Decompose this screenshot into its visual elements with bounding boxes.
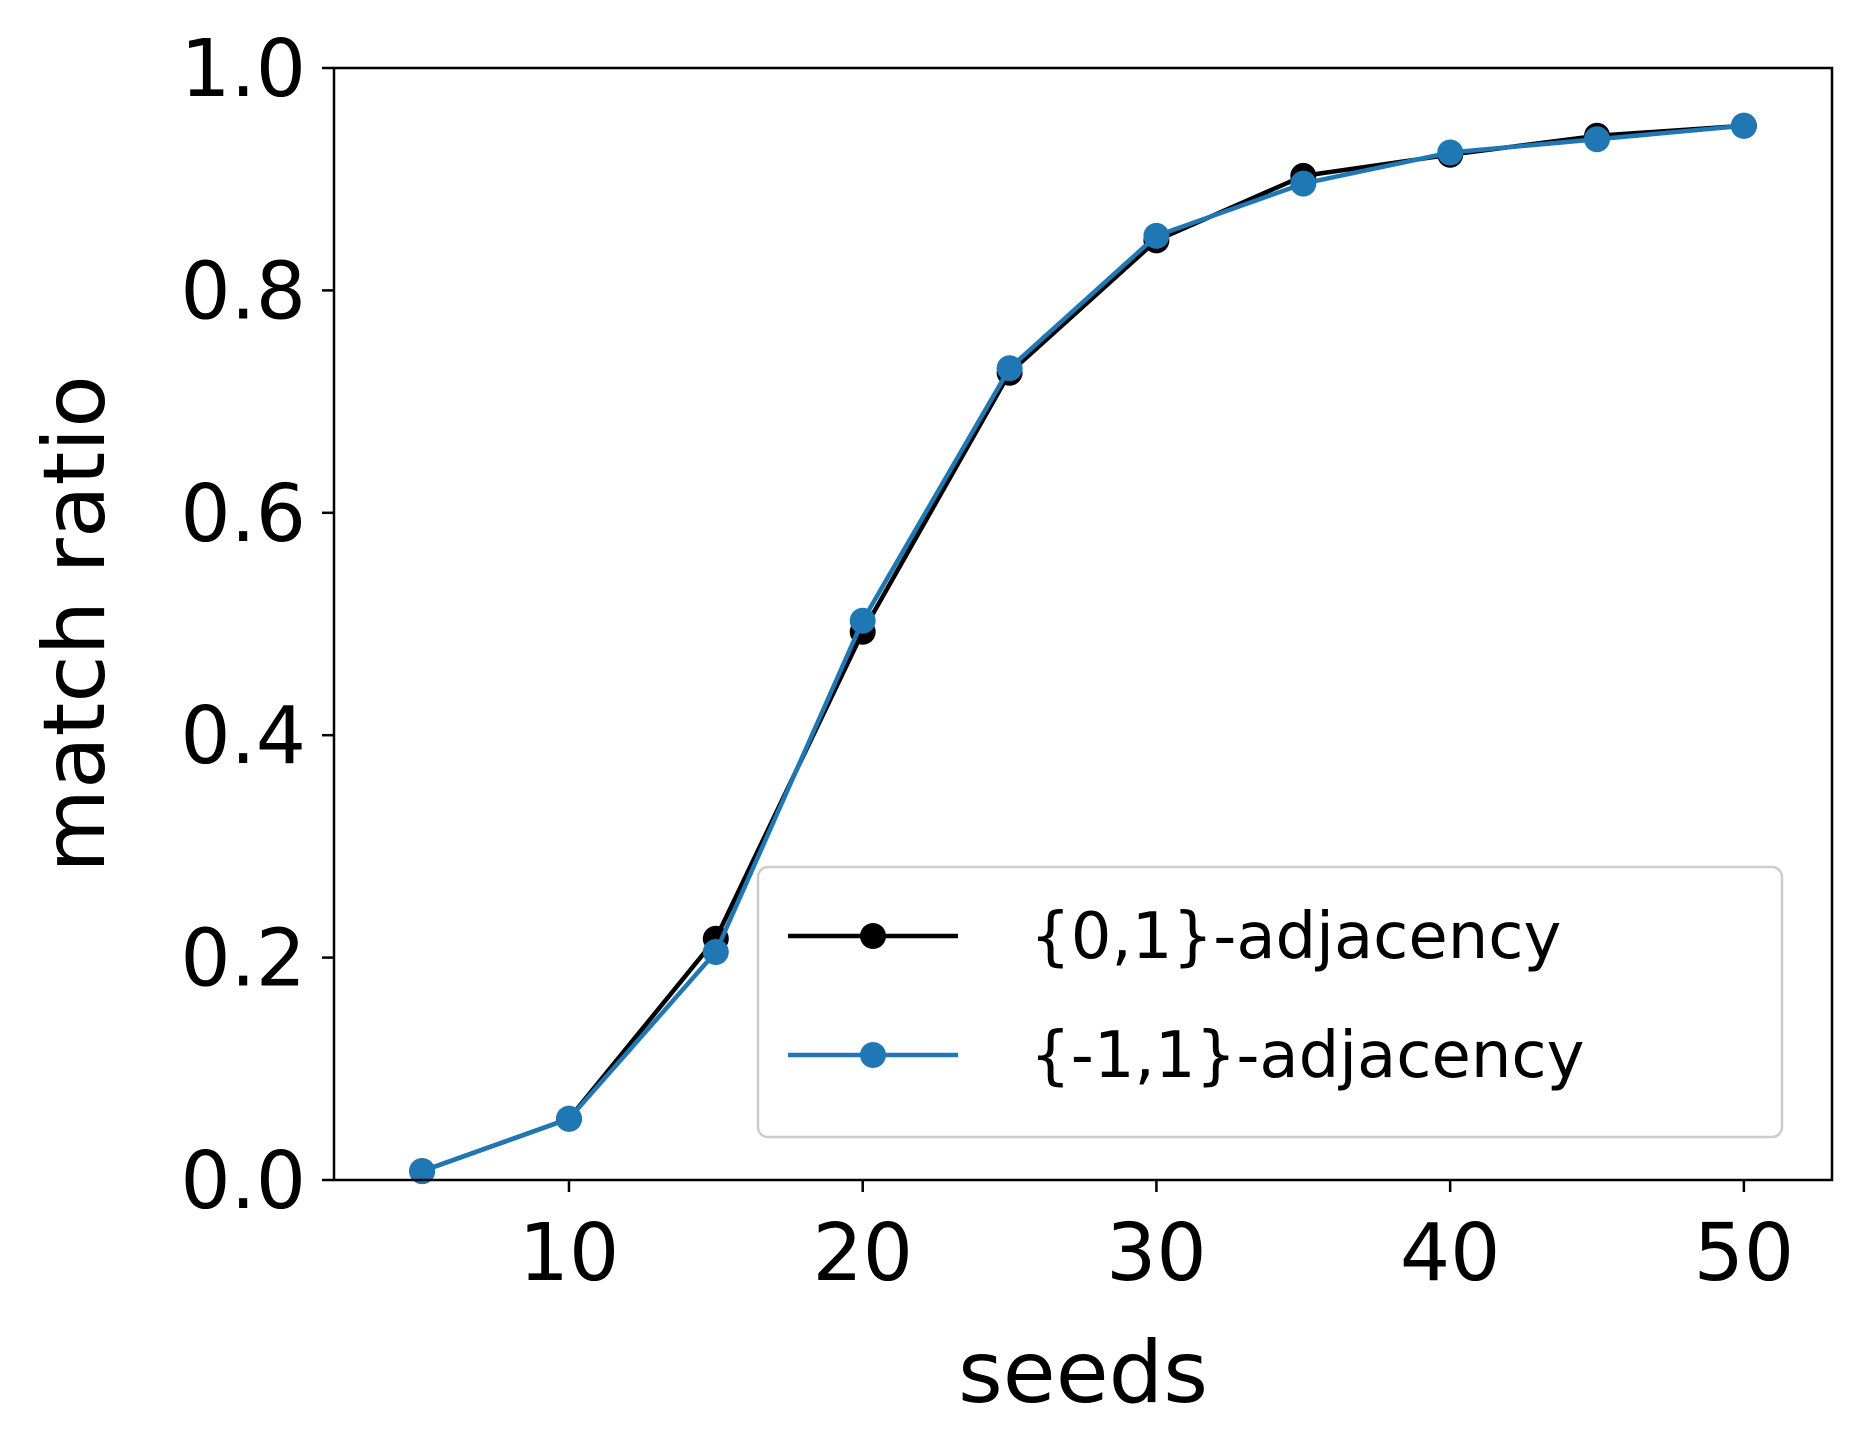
data-point-1-8 [1584, 126, 1610, 153]
data-point-1-7 [1437, 139, 1464, 166]
data-point-1-1 [556, 1105, 582, 1132]
legend-label-1: {-1,1}-adjacency [1030, 1019, 1584, 1093]
axes-layer: 10 20 30 40 50 0.0 0.2 0.4 0.6 0.8 1.0 [180, 23, 1834, 1299]
data-point-1-2 [702, 939, 729, 965]
data-point-1-4 [996, 355, 1023, 382]
y-tick-label-2: 0.4 [180, 690, 306, 782]
data-point-1-6 [1290, 170, 1317, 197]
y-tick-label-1: 0.2 [180, 913, 306, 1005]
legend-marker-1 [860, 1042, 886, 1068]
legend: {0,1}-adjacency {-1,1}-adjacency [756, 865, 1784, 1139]
x-axis-title: seeds [958, 1323, 1208, 1423]
y-tick-label-3: 0.6 [180, 468, 306, 560]
data-point-1-0 [409, 1158, 436, 1185]
series-line-1 [421, 123, 1745, 1174]
legend-marker-0 [860, 923, 886, 949]
legend-label-0: {0,1}-adjacency [1030, 900, 1561, 974]
x-tick-label-2: 30 [1106, 1207, 1207, 1299]
data-point-1-5 [1143, 222, 1170, 249]
x-tick-label-4: 50 [1694, 1207, 1795, 1299]
x-tick-label-3: 40 [1400, 1207, 1501, 1299]
legend-box [756, 865, 1784, 1139]
x-tick-label-0: 10 [519, 1207, 620, 1299]
data-point-1-9 [1730, 112, 1757, 139]
x-tick-label-1: 20 [812, 1207, 913, 1299]
series-layer [409, 112, 1757, 1185]
y-tick-label-5: 1.0 [180, 23, 306, 115]
axes-frame [332, 66, 1834, 1182]
y-tick-label-4: 0.8 [180, 245, 306, 337]
data-point-1-3 [849, 607, 876, 634]
y-axis-title: match ratio [25, 375, 125, 873]
y-tick-label-0: 0.0 [180, 1135, 306, 1227]
